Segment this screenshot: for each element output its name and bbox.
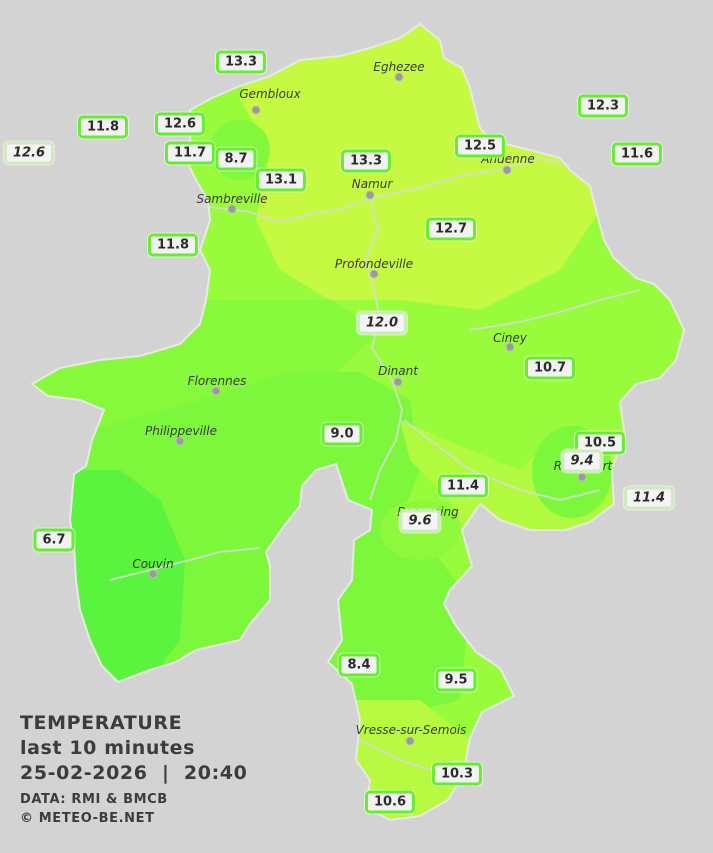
city-dot-rochefort xyxy=(577,472,587,482)
city-dot-florennes xyxy=(211,386,221,396)
city-label-sambreville: Sambreville xyxy=(196,192,268,206)
temp-reading-estimated: 12.0 xyxy=(356,311,408,335)
temp-reading: 11.6 xyxy=(611,142,663,166)
temp-reading-estimated: 9.6 xyxy=(399,509,441,533)
city-label-namur: Namur xyxy=(351,177,393,191)
city-label-profondeville: Profondeville xyxy=(334,257,414,271)
river-eau-noire xyxy=(109,547,261,581)
city-dot-profondeville xyxy=(369,269,379,279)
legend-source: DATA: RMI & BMCB xyxy=(20,792,168,807)
city-dot-sambreville xyxy=(227,204,237,214)
temp-reading: 11.7 xyxy=(164,141,216,165)
city-dot-vresse xyxy=(405,736,415,746)
city-dot-eghezee xyxy=(394,72,404,82)
zone-couvin-cold xyxy=(60,470,185,690)
temp-reading: 11.8 xyxy=(147,233,199,257)
city-dot-philippeville xyxy=(175,436,185,446)
city-label-eghezee: Eghezee xyxy=(373,60,425,74)
city-label-gembloux: Gembloux xyxy=(239,87,301,101)
city-label-dinant: Dinant xyxy=(378,364,418,378)
legend-subtitle: last 10 minutes xyxy=(20,737,196,759)
river-meuse xyxy=(369,156,571,199)
temp-reading: 10.7 xyxy=(524,356,576,380)
legend-copyright: © METEO-BE.NET xyxy=(20,811,155,826)
city-dot-dinant xyxy=(393,377,403,387)
temp-reading: 13.3 xyxy=(340,149,392,173)
city-dot-couvin xyxy=(148,569,158,579)
temp-reading: 9.0 xyxy=(321,422,363,446)
city-label-ciney: Ciney xyxy=(493,331,527,345)
temp-reading-estimated: 11.4 xyxy=(623,486,675,510)
temp-reading: 13.1 xyxy=(255,168,307,192)
temp-reading: 10.6 xyxy=(364,790,416,814)
city-dot-namur xyxy=(365,190,375,200)
map-legend: TEMPERATURE last 10 minutes 25-02-2026 |… xyxy=(20,711,247,828)
city-dot-gembloux xyxy=(251,105,261,115)
temp-reading: 12.6 xyxy=(154,112,206,136)
temp-reading: 11.8 xyxy=(77,115,129,139)
city-dot-andenne xyxy=(502,165,512,175)
temp-reading: 6.7 xyxy=(33,528,75,552)
temp-reading: 12.7 xyxy=(425,217,477,241)
legend-title: TEMPERATURE xyxy=(20,712,183,734)
temp-reading: 8.4 xyxy=(338,653,380,677)
temp-reading: 11.4 xyxy=(437,474,489,498)
legend-datetime: 25-02-2026 | 20:40 xyxy=(20,762,248,784)
temp-reading: 13.3 xyxy=(215,50,267,74)
temp-reading: 8.7 xyxy=(215,147,257,171)
river-sambre xyxy=(189,197,371,224)
city-label-florennes: Florennes xyxy=(187,374,247,388)
city-dot-ciney xyxy=(505,342,515,352)
temp-reading: 12.5 xyxy=(454,134,506,158)
rivers xyxy=(109,156,641,772)
temp-reading-estimated: 12.6 xyxy=(3,141,55,165)
temp-reading-estimated: 9.4 xyxy=(561,449,603,473)
temp-reading: 9.5 xyxy=(435,668,477,692)
city-label-philippeville: Philippeville xyxy=(145,424,217,438)
river-lesse xyxy=(403,419,601,502)
temp-reading: 10.5 xyxy=(574,431,626,455)
river-meuse-south xyxy=(364,197,404,501)
city-label-couvin: Couvin xyxy=(132,557,174,571)
river-ciney xyxy=(469,289,641,331)
city-label-vresse: Vresse-sur-Semois xyxy=(355,723,467,737)
temp-reading: 12.3 xyxy=(577,94,629,118)
temp-reading: 10.3 xyxy=(431,762,483,786)
